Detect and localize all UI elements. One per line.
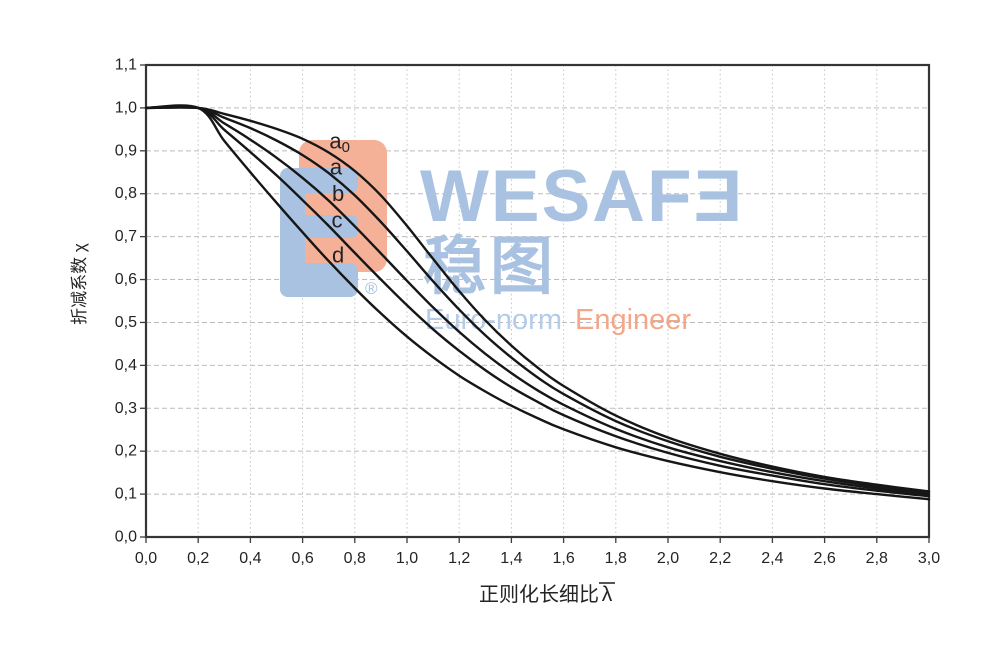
y-tick-label: 0,5: [115, 314, 137, 331]
x-tick-label: 2,8: [866, 550, 888, 567]
y-tick-label: 0,8: [115, 185, 137, 202]
x-tick-label: 0,0: [135, 550, 157, 567]
x-tick-label: 0,6: [291, 550, 313, 567]
x-tick-label: 2,6: [813, 550, 835, 567]
x-tick-label: 1,8: [605, 550, 627, 567]
y-tick-label: 0,4: [115, 357, 137, 374]
y-tick-label: 0,2: [115, 443, 137, 460]
y-tick-label: 0,0: [115, 529, 137, 546]
x-tick-label: 3,0: [918, 550, 940, 567]
y-tick-label: 0,7: [115, 228, 137, 245]
y-tick-label: 0,6: [115, 271, 137, 288]
x-axis-symbol-lambda: λ: [602, 583, 613, 606]
x-tick-label: 2,0: [657, 550, 679, 567]
x-tick-label: 1,0: [396, 550, 418, 567]
plot-frame: [144, 63, 931, 539]
y-tick-label: 0,9: [115, 142, 137, 159]
y-tick-label: 1,1: [115, 57, 137, 74]
y-tick-label: 0,1: [115, 486, 137, 503]
x-tick-label: 2,4: [761, 550, 783, 567]
x-tick-label: 0,4: [239, 550, 261, 567]
x-tick-label: 0,8: [344, 550, 366, 567]
x-tick-label: 1,2: [448, 550, 470, 567]
y-axis-title: 折减系数 χ: [70, 243, 89, 325]
x-tick-label: 1,4: [500, 550, 522, 567]
x-axis-title: 正则化长细比: [479, 583, 599, 606]
x-tick-label: 1,6: [552, 550, 574, 567]
y-tick-label: 0,3: [115, 400, 137, 417]
y-tick-label: 1,0: [115, 99, 137, 116]
x-tick-label: 2,2: [709, 550, 731, 567]
x-tick-label: 0,2: [187, 550, 209, 567]
